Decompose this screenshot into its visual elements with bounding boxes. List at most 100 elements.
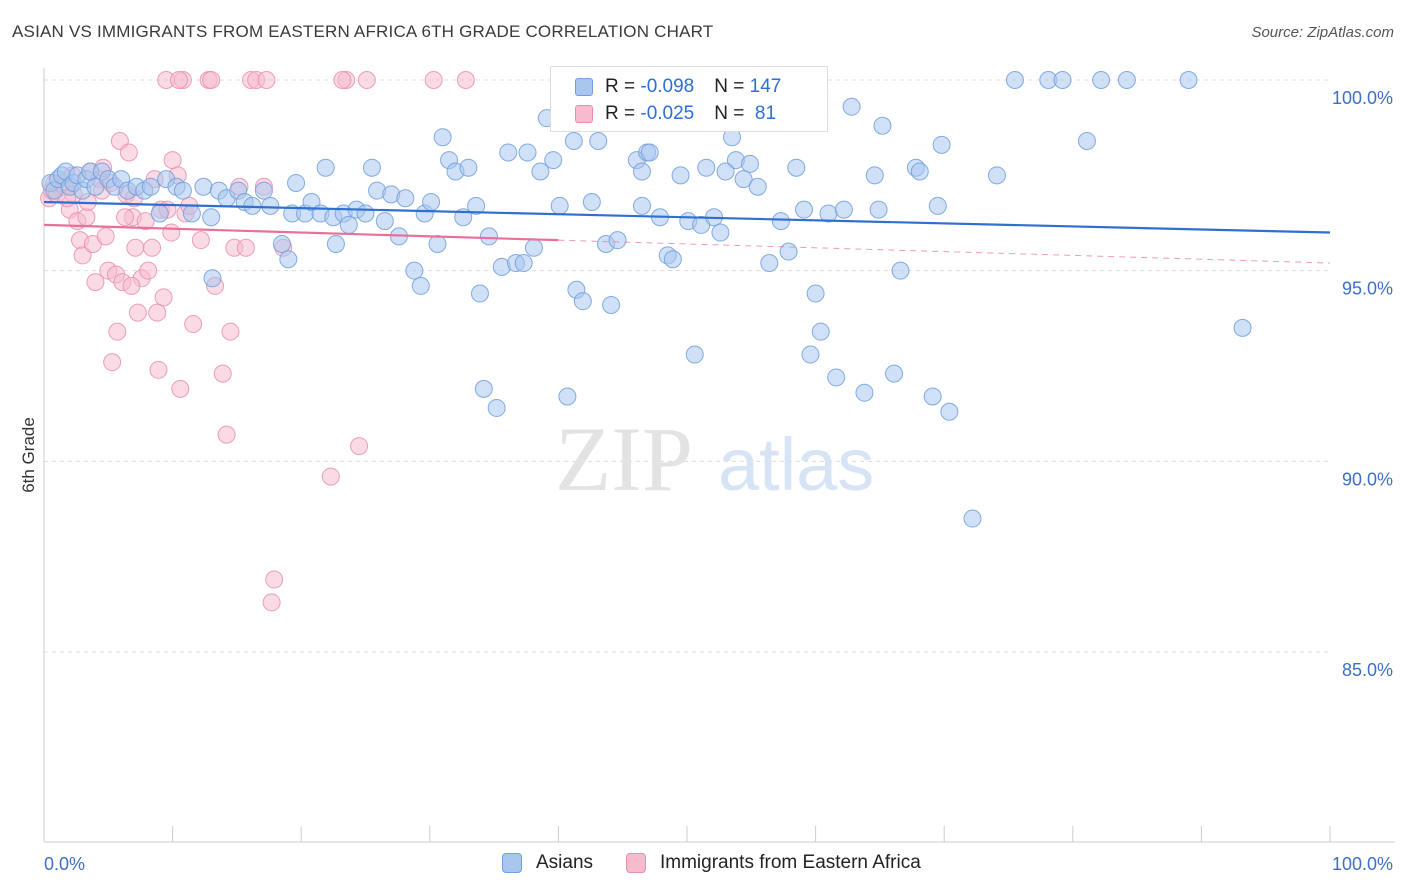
africa-point: [162, 223, 181, 242]
legend-r-value-1: -0.098: [640, 76, 695, 97]
africa-point: [143, 238, 162, 257]
asians-swatch: [575, 78, 593, 96]
asian-point: [459, 158, 478, 177]
legend-n-value-2: 81: [749, 103, 777, 124]
africa-point: [128, 303, 147, 322]
asian-point: [671, 166, 690, 185]
asian-point: [716, 162, 735, 181]
africa-point: [202, 71, 221, 89]
africa-point: [163, 151, 182, 170]
asian-point: [885, 364, 904, 383]
asian-point: [795, 200, 814, 219]
asian-point: [869, 200, 888, 219]
asian-point: [663, 250, 682, 269]
asian-point: [827, 368, 846, 387]
asian-point: [910, 162, 929, 181]
asian-point: [779, 242, 798, 261]
africa-point: [154, 288, 173, 307]
gridlines: [44, 79, 1330, 653]
asian-point: [697, 158, 716, 177]
asian-point: [428, 234, 447, 253]
asian-point: [734, 170, 753, 189]
asian-point: [932, 135, 951, 154]
africa-series: [40, 71, 475, 612]
asian-point: [550, 196, 569, 215]
asian-point: [396, 189, 415, 208]
asian-point: [608, 231, 627, 250]
africa-point: [257, 71, 276, 89]
asian-point: [865, 166, 884, 185]
asian-point: [741, 154, 760, 173]
asian-point: [806, 284, 825, 303]
africa-point: [236, 238, 255, 257]
legend-r-label-2: R =: [605, 103, 641, 124]
y-tick-label: 100.0%: [1332, 88, 1393, 108]
asian-point: [855, 383, 874, 402]
asian-point: [573, 292, 592, 311]
asian-point: [632, 162, 651, 181]
tick-labels: 100.0% 95.0% 90.0% 85.0% 0.0% 100.0%: [44, 88, 1393, 874]
asian-point: [194, 177, 213, 196]
series-legend: Asians Immigrants from Eastern Africa: [0, 852, 1406, 878]
asian-point: [801, 345, 820, 364]
asian-point: [873, 116, 892, 135]
asian-point: [760, 254, 779, 273]
asian-point: [1179, 71, 1198, 89]
asian-point: [842, 97, 861, 116]
asian-point: [558, 387, 577, 406]
asian-point: [326, 234, 345, 253]
legend-n-value-1: 147: [749, 76, 782, 97]
africa-trend-line-extension: [558, 239, 1331, 264]
asian-point: [1005, 71, 1024, 89]
asian-point: [811, 322, 830, 341]
watermark: ZIP atlas: [555, 408, 874, 510]
asian-point: [433, 128, 452, 147]
asian-point: [362, 158, 381, 177]
watermark-atlas: atlas: [718, 423, 874, 506]
asian-point: [1092, 71, 1111, 89]
africa-point: [184, 315, 203, 334]
asian-point: [787, 158, 806, 177]
africa-point: [86, 273, 105, 292]
legend-item-africa[interactable]: Immigrants from Eastern Africa: [626, 852, 921, 874]
legend-n-label-2: N =: [714, 103, 750, 124]
legend-row-africa: R = -0.025 N = 81: [575, 100, 776, 128]
asians-legend-swatch: [502, 853, 522, 873]
asian-point: [375, 212, 394, 231]
chart-title: ASIAN VS IMMIGRANTS FROM EASTERN AFRICA …: [12, 22, 714, 41]
asian-point: [422, 193, 441, 212]
asian-point: [254, 181, 273, 200]
asian-point: [287, 173, 306, 192]
africa-point: [456, 71, 475, 89]
africa-point: [108, 322, 127, 341]
asian-point: [1053, 71, 1072, 89]
africa-point: [265, 570, 284, 589]
africa-swatch: [575, 105, 593, 123]
asian-point: [499, 143, 518, 162]
africa-point: [116, 208, 135, 227]
y-tick-label: 85.0%: [1342, 660, 1393, 680]
legend-item-asians[interactable]: Asians: [502, 852, 593, 874]
trend-lines: [43, 200, 1331, 264]
africa-point: [333, 71, 352, 89]
asian-point: [531, 162, 550, 181]
x-tick-label-left: 0.0%: [44, 854, 85, 874]
asian-point: [474, 379, 493, 398]
asian-point: [173, 181, 192, 200]
asian-point: [467, 196, 486, 215]
asian-point: [632, 196, 651, 215]
africa-point: [122, 276, 141, 295]
africa-point: [73, 246, 92, 265]
asian-point: [518, 143, 537, 162]
asian-point: [279, 250, 298, 269]
asian-point: [470, 284, 489, 303]
asian-point: [356, 204, 375, 223]
asian-trend-line: [43, 200, 1331, 234]
asian-point: [411, 276, 430, 295]
legend-row-asians: R = -0.098 N = 147: [575, 73, 781, 101]
y-tick-label: 95.0%: [1342, 279, 1393, 299]
asian-point: [479, 227, 498, 246]
y-axis-label: 6th Grade: [19, 417, 38, 493]
asian-point: [272, 234, 291, 253]
